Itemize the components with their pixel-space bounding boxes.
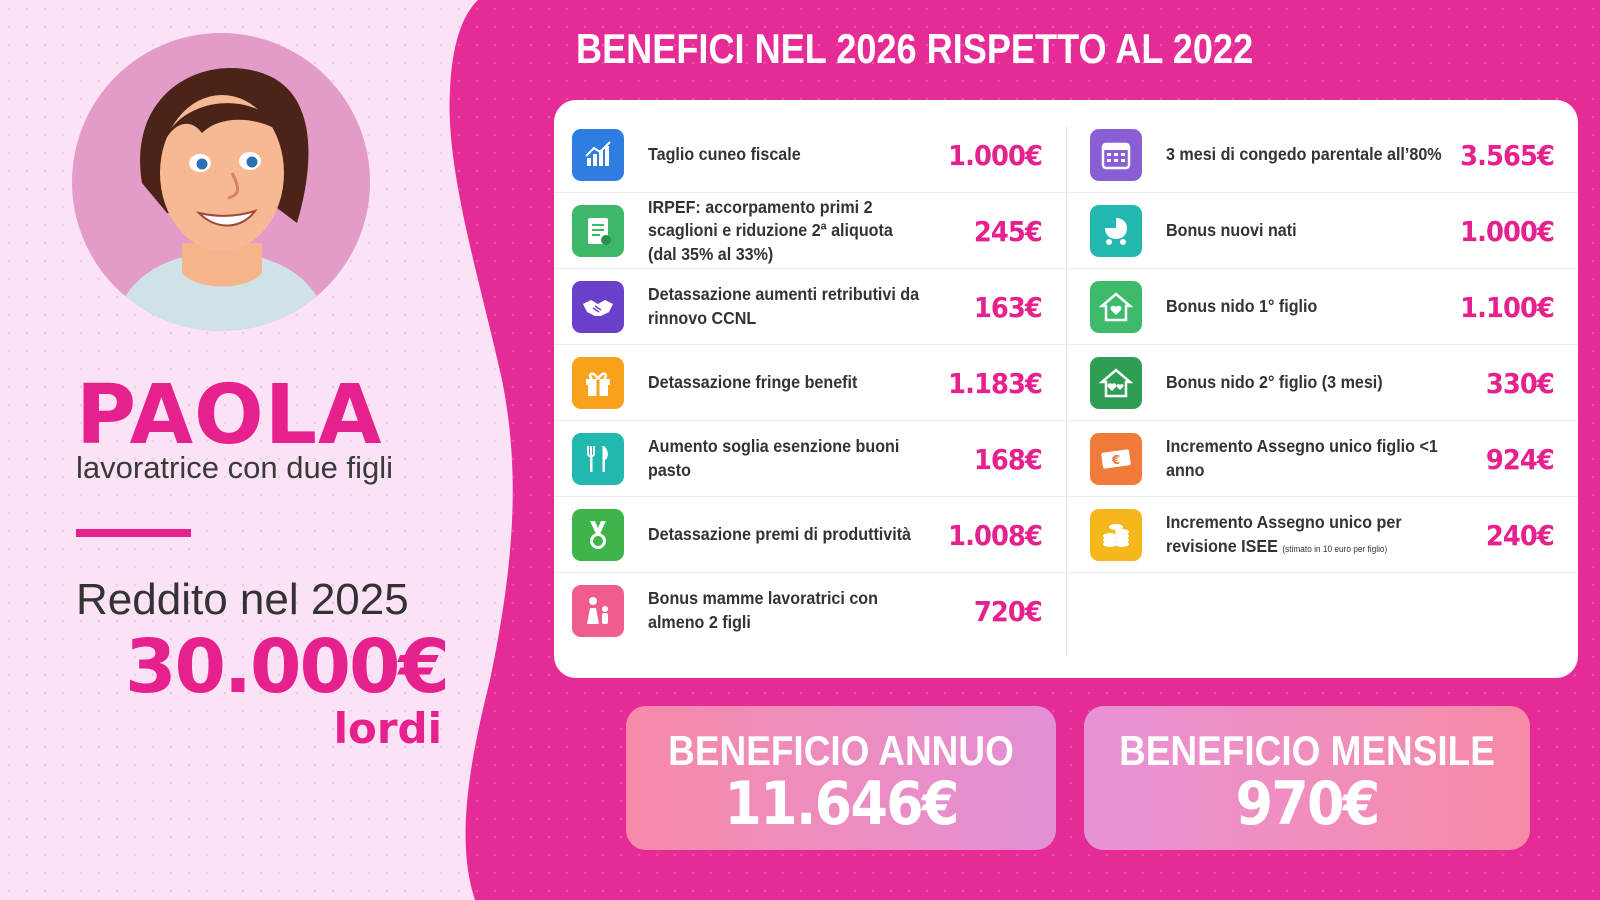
benefit-label: Detassazione aumenti retributivi da rinn… [648,284,920,328]
benefit-value: 330€ [1485,366,1555,400]
medal-icon [572,509,624,561]
person-description: lavoratrice con due figli [76,450,394,485]
benefit-value: 1.100€ [1460,290,1555,324]
gift-icon [572,357,624,409]
benefit-value: 1.000€ [948,138,1043,172]
benefit-label: Aumento soglia esenzione buoni pasto [648,436,900,480]
euro-banknote-icon: € [1090,433,1142,485]
benefit-row: Detassazione fringe benefit 1.183€ [554,345,1066,421]
monthly-benefit-value: 970€ [1235,769,1380,840]
income-label: Reddito nel 2025 [76,575,409,624]
calendar-icon [1090,129,1142,181]
benefit-row: Bonus nido 2° figlio (3 mesi) 330€ [1066,345,1578,421]
benefit-value: 245€ [973,214,1043,248]
stroller-icon [1090,205,1142,257]
benefit-label: IRPEF: accorpamento primi 2 scaglioni e … [648,196,893,264]
handshake-icon [572,281,624,333]
benefit-label: Incremento Assegno unico per revisione I… [1166,511,1442,558]
page-title: BENEFICI NEL 2026 RISPETTO AL 2022 [576,25,1254,72]
benefit-row: € Incremento Assegno unico figlio <1 ann… [1066,421,1578,497]
document-icon [572,205,624,257]
benefit-label: Bonus mamme lavoratrici con almeno 2 fig… [648,588,878,632]
benefit-label: Taglio cuneo fiscale [648,144,801,165]
benefit-row: Detassazione aumenti retributivi da rinn… [554,269,1066,345]
divider [76,529,191,537]
benefit-row: Aumento soglia esenzione buoni pasto 168… [554,421,1066,497]
woman-portrait-icon [112,67,330,331]
benefit-label: Bonus nuovi nati [1166,220,1297,241]
benefit-label: Bonus nido 1° figlio [1166,296,1318,317]
benefit-row: Taglio cuneo fiscale 1.000€ [554,117,1066,193]
benefit-value: 240€ [1485,518,1555,552]
annual-benefit-box: BENEFICIO ANNUO 11.646€ [626,706,1056,850]
benefit-row: Bonus mamme lavoratrici con almeno 2 fig… [554,573,1066,649]
benefit-value: 163€ [973,290,1043,324]
annual-benefit-label: BENEFICIO ANNUO [668,727,1014,774]
person-name: PAOLA [76,368,383,463]
benefit-value: 1.000€ [1460,214,1555,248]
coins-icon [1090,509,1142,561]
svg-text:€: € [1111,453,1120,467]
column-separator [1066,126,1067,656]
benefit-label: 3 mesi di congedo parentale all’80% [1166,144,1442,165]
home-hearts-icon [1090,357,1142,409]
cutlery-icon [572,433,624,485]
benefit-value: 1.008€ [948,518,1043,552]
monthly-benefit-box: BENEFICIO MENSILE 970€ [1084,706,1530,850]
annual-benefit-value: 11.646€ [724,769,959,840]
benefit-label: Incremento Assegno unico figlio <1 anno [1166,436,1438,480]
benefit-row: Bonus nido 1° figlio 1.100€ [1066,269,1578,345]
benefits-card: Taglio cuneo fiscale 1.000€ IRPEF: accor… [554,100,1578,678]
mother-child-icon [572,585,624,637]
benefit-row: IRPEF: accorpamento primi 2 scaglioni e … [554,193,1066,269]
benefit-row: 3 mesi di congedo parentale all’80% 3.56… [1066,117,1578,193]
benefit-row: Detassazione premi di produttività 1.008… [554,497,1066,573]
benefit-row: Bonus nuovi nati 1.000€ [1066,193,1578,269]
benefit-value: 924€ [1485,442,1555,476]
benefit-note: (stimato in 10 euro per figlio) [1282,544,1388,554]
benefit-value: 1.183€ [948,366,1043,400]
benefit-value: 168€ [973,442,1043,476]
benefit-row: Incremento Assegno unico per revisione I… [1066,497,1578,573]
benefit-label: Detassazione premi di produttività [648,524,912,545]
benefit-label: Bonus nido 2° figlio (3 mesi) [1166,372,1383,393]
monthly-benefit-label: BENEFICIO MENSILE [1119,727,1495,774]
benefit-label: Detassazione fringe benefit [648,372,858,393]
chart-icon [572,129,624,181]
benefit-value: 720€ [973,594,1043,628]
benefit-label-text: Incremento Assegno unico per revisione I… [1166,512,1402,556]
income-unit: lordi [333,704,442,753]
home-heart-icon [1090,281,1142,333]
avatar [72,33,370,331]
income-value: 30.000€ [124,624,450,710]
benefit-value: 3.565€ [1460,138,1555,172]
